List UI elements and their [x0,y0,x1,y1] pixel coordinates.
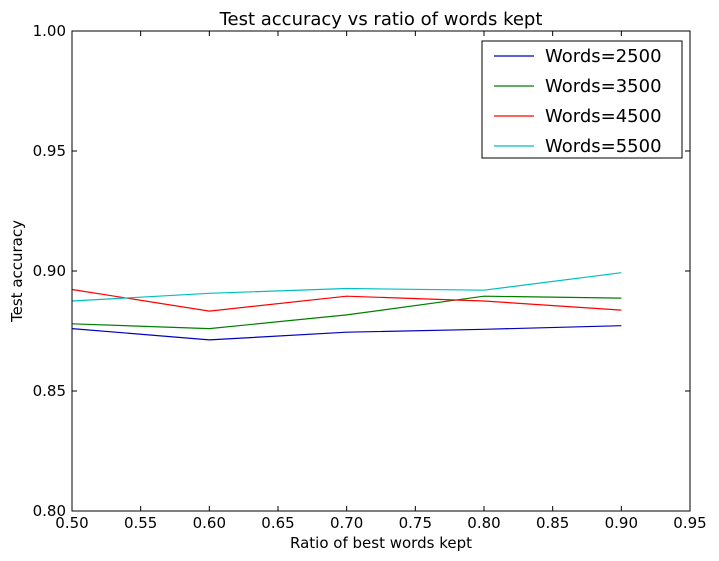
series-line-1 [71,295,622,330]
data-point-3-1 [208,292,211,295]
data-point-2-2 [345,295,348,298]
data-point-1-3 [483,295,486,298]
y-tick-label: 0.85 [33,382,66,400]
data-point-2-3 [483,300,486,303]
legend-label-0: Words=2500 [545,46,662,67]
data-point-3-3 [483,289,486,292]
x-tick-label: 0.55 [124,514,157,532]
legend-label-1: Words=3500 [545,76,662,97]
legend-box [481,40,683,159]
x-tick-label: 0.65 [261,514,294,532]
data-point-3-4 [620,271,623,274]
legend-label-2: Words=4500 [545,106,662,127]
legend-label-3: Words=5500 [545,136,662,157]
data-point-0-1 [208,338,211,341]
data-point-1-1 [208,327,211,330]
x-tick-label: 0.50 [55,514,88,532]
x-tick-label: 0.90 [605,514,638,532]
y-tick-label: 0.90 [33,262,66,280]
y-tick-label: 0.95 [33,142,66,160]
x-tick-label: 0.70 [330,514,363,532]
chart-title: Test accuracy vs ratio of words kept [219,9,543,30]
data-point-1-4 [620,297,623,300]
x-tick-label: 0.75 [399,514,432,532]
x-tick-label: 0.85 [536,514,569,532]
x-tick-label: 0.80 [467,514,500,532]
data-point-3-2 [345,287,348,290]
data-point-0-2 [345,331,348,334]
data-point-2-4 [620,309,623,312]
ticks-layer: 0.50 0.55 0.60 0.65 0.70 0.75 0.80 0.85 0.90 0.95… [33,22,707,532]
data-point-0-3 [483,328,486,331]
y-axis-label: Test accuracy [8,220,26,323]
y-tick-label: 0.80 [33,502,66,520]
y-tick-label: 1.00 [33,22,66,40]
x-tick-label: 0.95 [673,514,706,532]
x-tick-label: 0.60 [193,514,226,532]
legend: Words=2500 Words=3500 Words=4500 Words=5500 [481,40,683,159]
series-line-2 [71,288,622,312]
x-axis-label: Ratio of best words kept [290,534,472,552]
series-line-3 [71,272,622,302]
data-point-1-2 [345,313,348,316]
data-point-2-1 [208,310,211,313]
series-line-0 [71,325,622,341]
series-layer [71,271,623,341]
data-point-0-4 [620,324,623,327]
